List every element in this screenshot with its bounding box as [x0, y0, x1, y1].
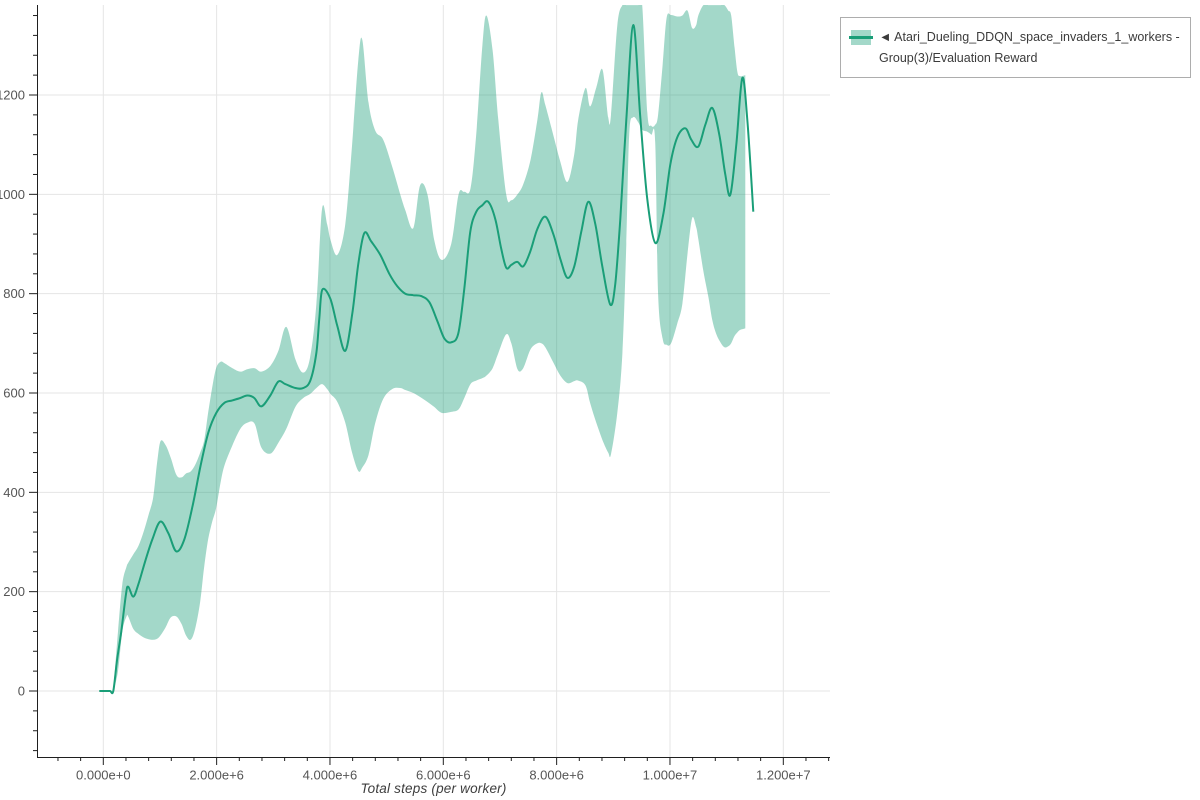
y-tick-label: 200 — [3, 584, 25, 599]
legend-label: ◄ Atari_Dueling_DDQN_space_invaders_1_wo… — [879, 30, 1180, 65]
legend-line-swatch — [849, 36, 873, 39]
x-tick-label: 0.000e+0 — [76, 768, 131, 783]
x-tick-label: 6.000e+6 — [416, 768, 471, 783]
mean-reward-line — [99, 23, 755, 695]
x-tick-label: 8.000e+6 — [529, 768, 584, 783]
y-tick-label: 1200 — [0, 88, 25, 103]
x-tick-label: 4.000e+6 — [303, 768, 358, 783]
legend-item[interactable]: ◄ Atari_Dueling_DDQN_space_invaders_1_wo… — [840, 17, 1191, 78]
legend-swatch — [849, 30, 873, 45]
y-tick-label: 600 — [3, 386, 25, 401]
x-tick-label: 1.200e+7 — [756, 768, 811, 783]
x-axis-title: Total steps (per worker) — [360, 781, 507, 796]
y-tick-label: 0 — [18, 684, 25, 699]
y-tick-label: 1000 — [0, 187, 25, 202]
x-tick-label: 2.000e+6 — [189, 768, 244, 783]
x-tick-label: 1.000e+7 — [643, 768, 698, 783]
y-tick-label: 400 — [3, 485, 25, 500]
y-tick-label: 800 — [3, 286, 25, 301]
confidence-band — [113, 5, 746, 691]
